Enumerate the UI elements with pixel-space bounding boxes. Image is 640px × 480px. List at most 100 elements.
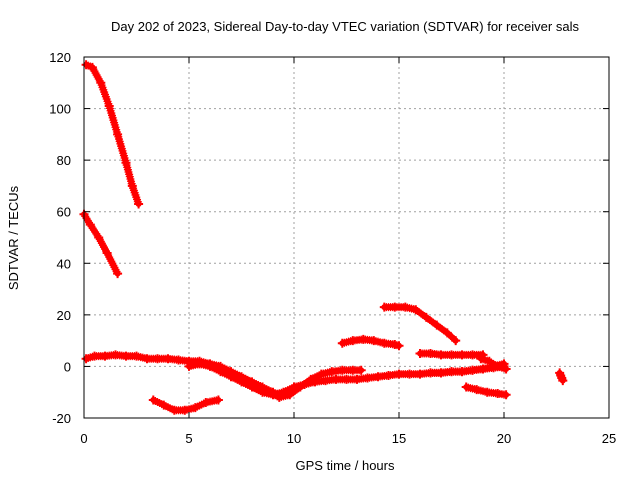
y-tick-label: 60 bbox=[57, 205, 71, 220]
data-point bbox=[153, 354, 162, 364]
series-arc-1 bbox=[81, 60, 144, 209]
y-tick-label: 100 bbox=[49, 102, 71, 117]
series-arc-6 bbox=[243, 365, 366, 402]
data-point bbox=[358, 334, 368, 344]
data-point bbox=[379, 338, 389, 348]
data-point bbox=[457, 350, 467, 360]
data-point bbox=[331, 374, 341, 384]
data-point bbox=[426, 368, 435, 378]
data-point bbox=[451, 336, 461, 346]
data-point bbox=[394, 341, 404, 351]
series-arc-11 bbox=[476, 354, 511, 374]
data-point bbox=[180, 405, 190, 415]
data-point bbox=[94, 233, 104, 242]
data-point bbox=[113, 269, 123, 279]
data-point bbox=[169, 405, 179, 415]
y-tick-label: -20 bbox=[52, 411, 71, 426]
plot-frame bbox=[83, 56, 610, 419]
data-point bbox=[90, 351, 99, 361]
data-point bbox=[113, 129, 123, 139]
data-point bbox=[295, 382, 305, 392]
data-point bbox=[121, 158, 131, 168]
data-point bbox=[81, 60, 91, 70]
data-point bbox=[426, 349, 435, 359]
data-point bbox=[134, 199, 144, 209]
data-point bbox=[148, 395, 158, 405]
data-point bbox=[405, 369, 414, 379]
x-axis-label: GPS time / hours bbox=[296, 458, 395, 473]
series-arc-8 bbox=[379, 302, 461, 346]
series-arc-10 bbox=[426, 359, 509, 378]
series-arc-9 bbox=[415, 349, 488, 360]
data-points bbox=[79, 60, 568, 415]
chart-title: Day 202 of 2023, Sidereal Day-to-day VTE… bbox=[111, 19, 579, 34]
data-point bbox=[306, 374, 316, 384]
data-point bbox=[493, 361, 503, 371]
data-point bbox=[482, 387, 492, 397]
x-tick-label: 10 bbox=[287, 431, 301, 446]
data-point bbox=[190, 403, 200, 413]
data-point bbox=[184, 361, 194, 371]
data-point bbox=[384, 370, 393, 380]
series-arc-7 bbox=[337, 334, 404, 351]
data-point bbox=[226, 372, 236, 382]
data-point bbox=[174, 355, 183, 365]
data-point bbox=[321, 376, 330, 386]
y-tick-label: 0 bbox=[64, 359, 71, 374]
series-arc-12 bbox=[461, 382, 511, 400]
data-point bbox=[342, 374, 351, 384]
y-tick-label: 120 bbox=[49, 50, 71, 65]
series-arc-4 bbox=[148, 395, 223, 415]
data-point bbox=[484, 356, 494, 366]
data-point bbox=[432, 320, 442, 330]
data-point bbox=[253, 382, 263, 392]
y-tick-label: 80 bbox=[57, 153, 71, 168]
data-point bbox=[436, 368, 446, 378]
data-point bbox=[337, 338, 347, 348]
data-point bbox=[216, 367, 225, 377]
data-point bbox=[447, 350, 456, 360]
data-point bbox=[421, 312, 431, 322]
data-point bbox=[501, 364, 511, 374]
data-point bbox=[337, 365, 347, 375]
data-point bbox=[121, 351, 131, 361]
data-point bbox=[501, 390, 511, 400]
data-point bbox=[390, 302, 400, 312]
y-tick-label: 20 bbox=[57, 308, 71, 323]
data-point bbox=[390, 340, 400, 350]
data-point bbox=[457, 367, 467, 377]
data-point bbox=[472, 385, 482, 395]
axis-ticks: 0 5 10 15 20 25 -20 0 20 40 60 80 100 120 bbox=[49, 50, 616, 446]
data-point bbox=[468, 365, 477, 375]
data-point bbox=[96, 78, 106, 88]
data-point bbox=[352, 374, 362, 384]
data-point bbox=[394, 369, 404, 379]
data-point bbox=[100, 351, 110, 361]
data-point bbox=[159, 400, 169, 410]
data-point bbox=[85, 220, 95, 230]
data-point bbox=[163, 354, 173, 364]
data-point bbox=[415, 349, 425, 359]
data-point bbox=[316, 369, 326, 379]
data-point bbox=[213, 395, 223, 405]
data-point bbox=[348, 365, 358, 375]
series-arc-5 bbox=[184, 359, 509, 400]
y-tick-label: 40 bbox=[57, 256, 71, 271]
data-point bbox=[400, 302, 410, 312]
data-point bbox=[373, 372, 383, 382]
data-point bbox=[356, 365, 366, 375]
data-point bbox=[411, 305, 421, 315]
series-arc-13 bbox=[555, 368, 568, 386]
data-point bbox=[436, 350, 446, 360]
data-point bbox=[363, 373, 372, 383]
data-point bbox=[468, 350, 477, 360]
data-point bbox=[285, 390, 295, 400]
series-arc-2 bbox=[79, 209, 123, 279]
data-point bbox=[558, 376, 568, 386]
data-point bbox=[104, 101, 114, 111]
data-point bbox=[379, 302, 389, 312]
data-point bbox=[201, 398, 211, 408]
data-point bbox=[205, 361, 215, 371]
data-point bbox=[447, 367, 456, 377]
